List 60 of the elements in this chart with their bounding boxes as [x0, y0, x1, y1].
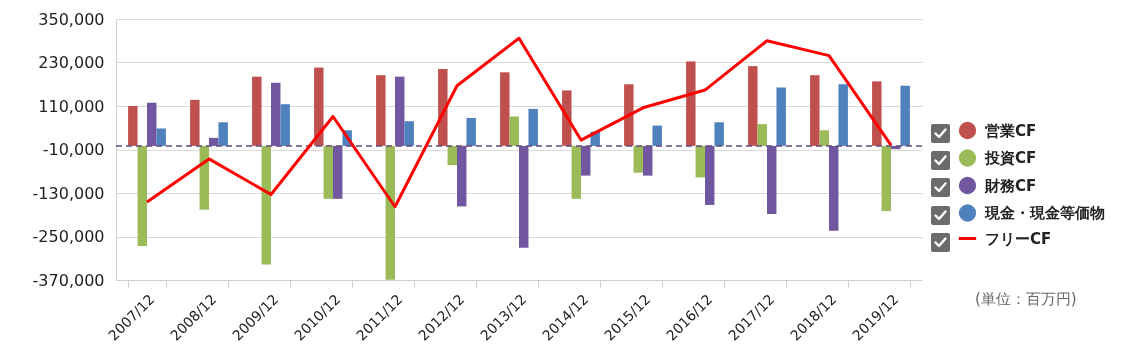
legend-label: 現金・現金等価物 — [984, 204, 1105, 222]
legend-label: 営業CF — [985, 121, 1037, 140]
bar — [509, 116, 519, 146]
bar — [714, 122, 724, 146]
bar — [323, 145, 333, 199]
bar — [838, 84, 848, 146]
bar — [900, 85, 910, 146]
y-tick-label: -370,000 — [32, 270, 105, 290]
bar — [218, 122, 228, 146]
bar — [810, 75, 820, 146]
bar — [447, 145, 457, 166]
y-tick-label: 350,000 — [38, 9, 105, 29]
bar — [404, 121, 414, 146]
bar — [395, 76, 405, 146]
legend-label: 投資CF — [984, 149, 1037, 167]
bar — [376, 75, 386, 146]
legend-label: 財務CF — [984, 176, 1037, 195]
bar — [500, 72, 510, 146]
bar — [261, 145, 271, 265]
bar — [829, 145, 839, 231]
bar — [581, 145, 591, 176]
bar — [757, 124, 767, 146]
y-tick-label: 230,000 — [38, 53, 105, 72]
y-tick-label: -130,000 — [32, 183, 105, 203]
bar — [686, 61, 696, 146]
bar — [776, 87, 786, 146]
bar — [705, 145, 715, 205]
bar — [333, 145, 343, 199]
bar — [819, 130, 829, 146]
bar — [872, 81, 882, 146]
y-tick-label: 110,000 — [38, 96, 105, 116]
bar — [643, 145, 653, 176]
bar — [385, 145, 395, 280]
bar — [633, 145, 643, 173]
bar — [519, 145, 529, 248]
text: (単位：百万円) — [975, 290, 1077, 309]
bar — [652, 125, 662, 146]
bar — [190, 99, 200, 146]
bar — [147, 102, 157, 146]
bar — [571, 145, 581, 199]
bar — [767, 145, 777, 215]
bar — [156, 128, 166, 146]
bar — [528, 108, 538, 146]
bar — [624, 84, 634, 146]
y-tick-label: -250,000 — [32, 227, 105, 246]
bar — [137, 145, 147, 246]
bar — [280, 104, 290, 146]
bar — [128, 106, 138, 146]
y-tick-label: -10,000 — [42, 140, 105, 159]
bar — [438, 69, 448, 146]
bar — [466, 117, 476, 146]
line-series — [145, 36, 893, 209]
legend-label: フリーCF — [985, 229, 1052, 248]
bar — [881, 145, 891, 212]
bar — [695, 145, 705, 178]
bar — [271, 82, 281, 146]
bar — [748, 66, 758, 146]
bar — [457, 145, 467, 207]
bar — [252, 76, 262, 146]
bar — [314, 67, 324, 146]
